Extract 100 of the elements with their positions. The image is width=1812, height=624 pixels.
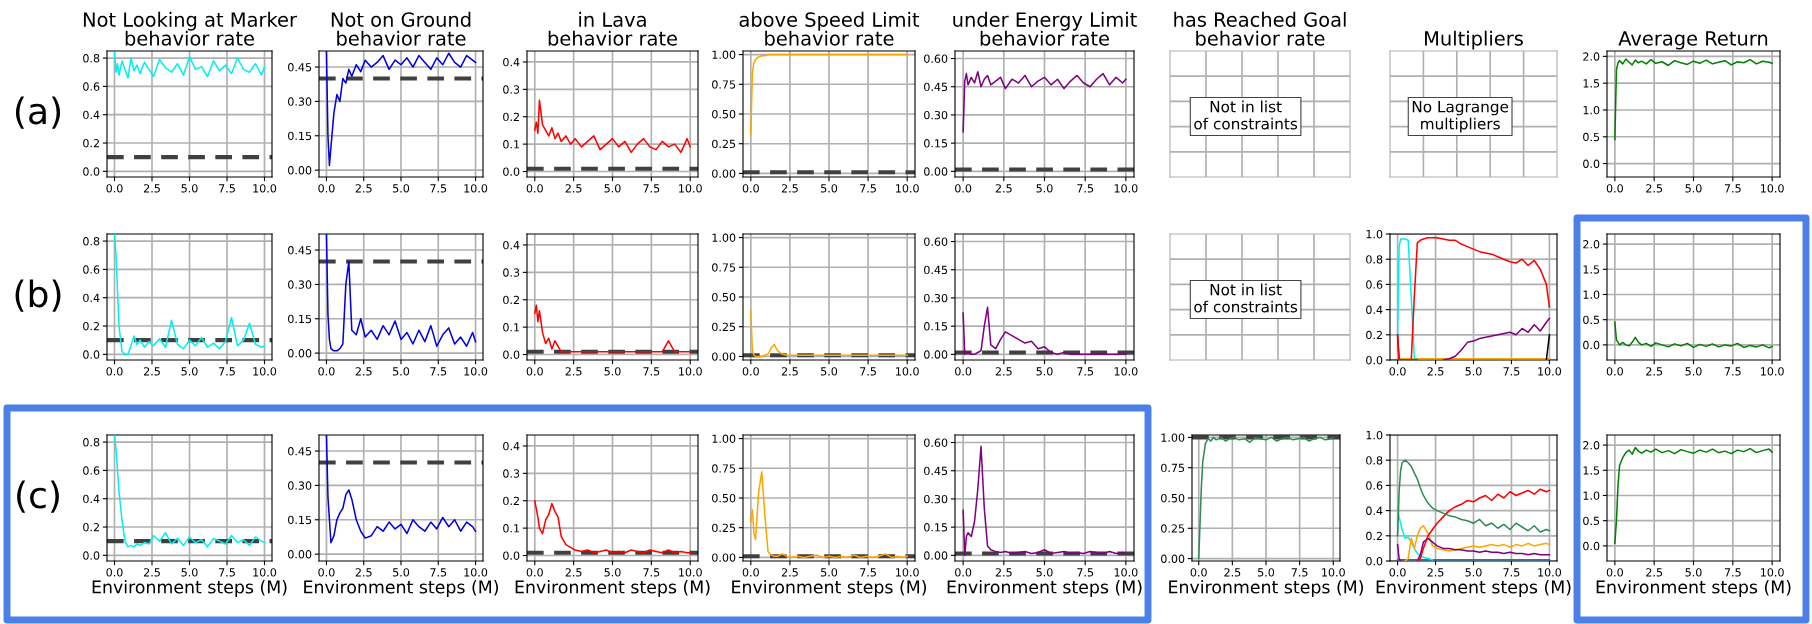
line-series: [113, 51, 266, 79]
x-tick-label: 10.0: [464, 367, 488, 376]
line-series: [750, 310, 908, 358]
text: Not in list of constraints: [1194, 100, 1298, 130]
y-tick-label: 0.8: [83, 54, 100, 63]
x-tick-label: 7.5: [219, 367, 235, 376]
x-tick-label: 7.5: [219, 568, 235, 577]
y-tick-label: 0.4: [503, 57, 520, 67]
text: No Lagrange multipliers: [1412, 101, 1509, 133]
y-tick-label: 0.0: [1366, 355, 1383, 365]
y-tick-label: 0.25: [1161, 524, 1185, 533]
x-axis-title: Environment steps (M): [732, 580, 927, 597]
x-tick-label: 5.0: [821, 367, 838, 376]
x-tick-label: 2.5: [143, 568, 160, 577]
y-tick-label: 0.0: [503, 551, 520, 560]
x-tick-label: 0.0: [1606, 367, 1623, 376]
chart-title: in Lava behavior rate: [548, 11, 677, 46]
y-tick-label: 1.00: [712, 434, 736, 443]
y-tick-label: 0.4: [503, 441, 520, 451]
line-series: [113, 234, 266, 356]
y-tick-label: 0.50: [712, 109, 736, 119]
y-tick-label: 0.6: [1366, 280, 1383, 289]
y-tick-label: 0.4: [1366, 506, 1383, 515]
y-tick-label: 0.15: [288, 515, 312, 525]
chart-title: above Speed Limit behavior rate: [739, 11, 920, 46]
x-tick-label: 2.5: [565, 184, 582, 193]
y-tick-label: 0.4: [83, 110, 100, 120]
y-tick-label: 1.0: [1366, 229, 1383, 239]
y-tick-label: 0.00: [712, 169, 736, 178]
x-tick-label: 0.0: [526, 184, 543, 193]
x-axis-title: Environment steps (M): [1169, 580, 1364, 597]
y-tick-label: 0.0: [1366, 556, 1383, 566]
x-tick-label: 2.5: [1427, 367, 1444, 376]
x-tick-label: 7.5: [643, 184, 660, 193]
x-tick-label: 10.0: [1760, 367, 1784, 376]
x-tick-label: 2.5: [995, 367, 1012, 376]
x-tick-label: 7.5: [860, 568, 876, 577]
x-axis-title: Environment steps (M): [1596, 580, 1791, 597]
x-tick-label: 7.5: [1077, 184, 1094, 193]
x-tick-label: 0.0: [1190, 568, 1207, 577]
x-tick-label: 5.0: [604, 367, 621, 376]
y-tick-label: 0.6: [83, 82, 100, 91]
y-tick-label: 0.6: [83, 265, 100, 274]
x-tick-label: 2.5: [781, 568, 798, 577]
x-tick-label: 0.0: [526, 568, 543, 577]
x-tick-label: 7.5: [1724, 568, 1741, 577]
line-series: [534, 499, 691, 554]
x-tick-label: 7.5: [219, 184, 235, 193]
x-tick-label: 5.0: [1036, 184, 1053, 193]
y-tick-label: 1.00: [1161, 433, 1185, 442]
y-tick-label: 1.5: [1583, 79, 1600, 88]
y-tick-label: 0.6: [83, 466, 100, 475]
x-tick-label: 7.5: [1077, 367, 1094, 376]
y-tick-label: 0.2: [503, 112, 519, 122]
y-tick-label: 0.4: [83, 494, 100, 504]
x-tick-label: 2.5: [1646, 367, 1663, 376]
x-tick-label: 10.0: [253, 184, 277, 193]
x-tick-label: 2.5: [143, 367, 160, 376]
x-tick-label: 0.0: [1389, 568, 1406, 577]
x-tick-label: 7.5: [643, 367, 660, 376]
x-tick-label: 5.0: [1258, 568, 1275, 577]
y-tick-label: 0.4: [83, 293, 100, 303]
y-tick-label: 0.00: [288, 166, 312, 175]
x-tick-label: 2.5: [781, 184, 798, 193]
y-tick-label: 0.3: [503, 268, 520, 277]
x-tick-label: 0.0: [955, 367, 972, 376]
x-tick-label: 10.0: [1114, 184, 1138, 193]
y-tick-label: 0.5: [1583, 132, 1600, 142]
x-tick-label: 0.0: [955, 184, 972, 193]
y-tick-label: 0.75: [712, 80, 736, 89]
x-tick-label: 10.0: [1538, 367, 1562, 376]
x-axis-title: Environment steps (M): [92, 580, 287, 597]
y-tick-label: 0.15: [924, 523, 948, 532]
y-tick-label: 0.60: [924, 54, 948, 63]
x-tick-label: 10.0: [1760, 568, 1784, 577]
x-tick-label: 7.5: [643, 568, 660, 577]
y-tick-label: 1.00: [712, 233, 736, 242]
y-tick-label: 0.00: [288, 550, 312, 559]
y-tick-label: 0.00: [1161, 554, 1185, 563]
line-series: [1396, 238, 1419, 360]
x-tick-label: 5.0: [1685, 367, 1702, 376]
y-tick-label: 0.45: [924, 265, 948, 275]
y-tick-label: 0.15: [288, 314, 312, 324]
x-tick-label: 10.0: [1322, 568, 1345, 577]
y-tick-label: 0.45: [288, 447, 312, 456]
x-tick-label: 2.5: [1646, 568, 1663, 577]
y-tick-label: 0.2: [83, 523, 99, 532]
y-tick-label: 0.00: [924, 167, 948, 176]
y-tick-label: 0.50: [1161, 493, 1185, 503]
y-tick-label: 0.30: [288, 481, 312, 490]
x-tick-label: 5.0: [1465, 367, 1482, 376]
y-tick-label: 0.30: [924, 110, 948, 120]
y-tick-label: 0.0: [83, 551, 100, 560]
y-tick-label: 0.5: [1583, 516, 1600, 526]
chart-title: Not Looking at Marker behavior rate: [83, 11, 297, 46]
x-tick-label: 0.0: [742, 367, 759, 376]
x-tick-label: 7.5: [430, 184, 447, 193]
y-tick-label: 1.00: [712, 50, 736, 59]
y-tick-label: 0.60: [924, 237, 948, 246]
y-tick-label: 1.0: [1583, 290, 1600, 299]
